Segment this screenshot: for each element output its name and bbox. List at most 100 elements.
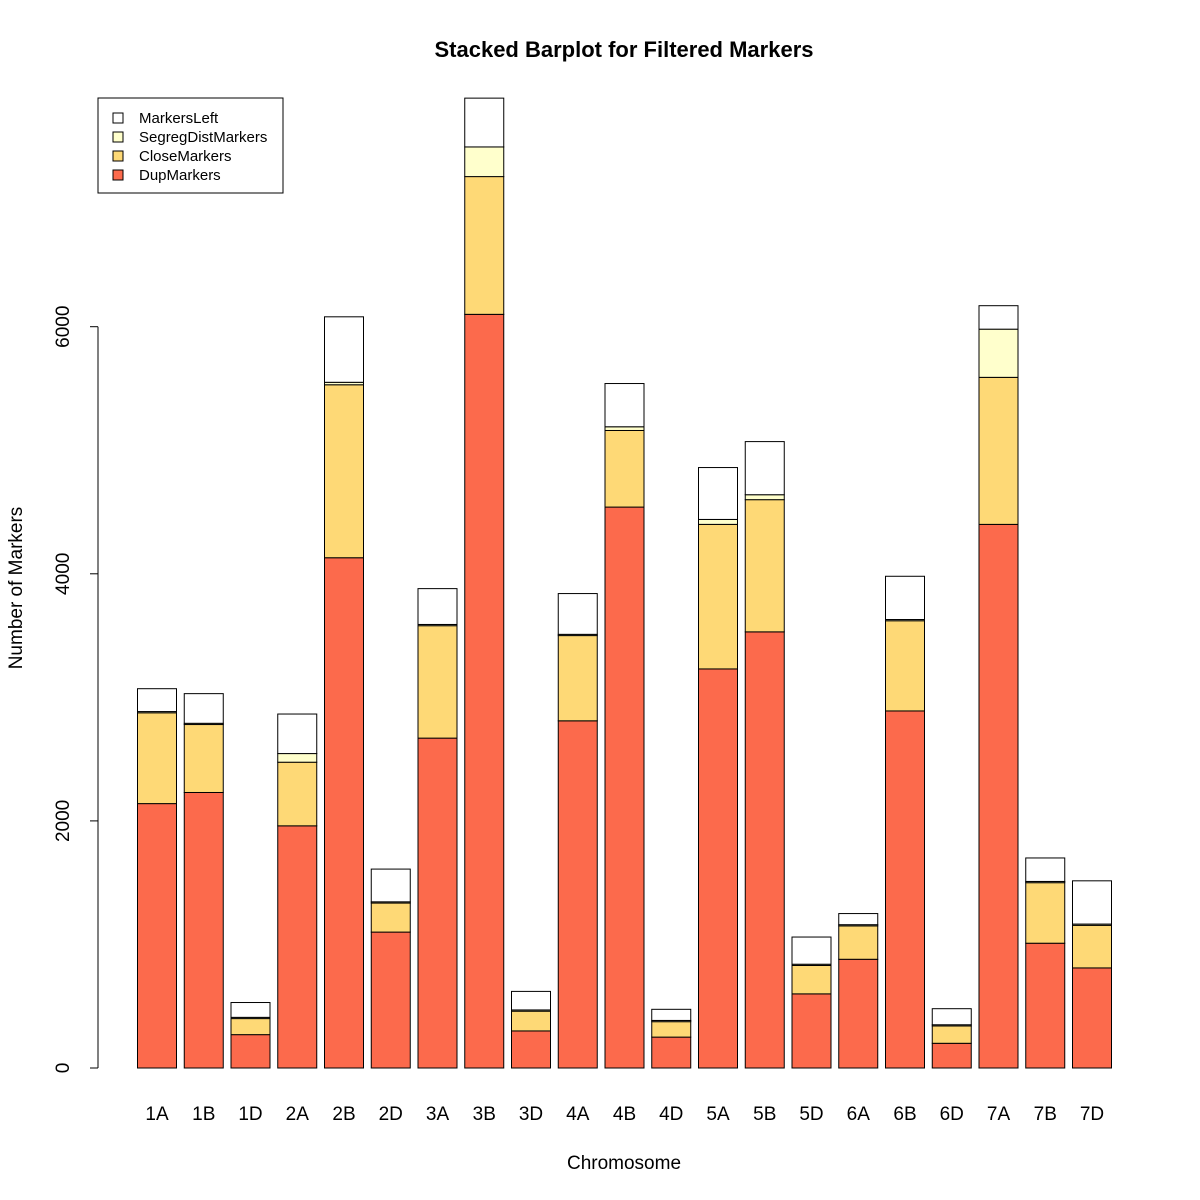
x-tick-label-7A: 7A [987, 1104, 1011, 1125]
legend-box [97, 97, 284, 194]
bar-stack-6A [838, 913, 879, 1069]
bar-5A-DupMarkers [698, 668, 738, 1069]
bar-7A-CloseMarkers [978, 376, 1019, 525]
x-tick-label-6D: 6D [940, 1104, 964, 1125]
x-axis-label: Chromosome [567, 1153, 681, 1174]
bar-5B-SegregDistMarkers [744, 494, 785, 501]
legend-swatch-CloseMarkers [112, 150, 124, 162]
chart-title: Stacked Barplot for Filtered Markers [434, 37, 813, 62]
bar-3A-CloseMarkers [417, 625, 458, 739]
y-axis-tick-label: 6000 [53, 306, 74, 348]
bar-1B-CloseMarkers [183, 724, 224, 793]
legend-label-DupMarkers: DupMarkers [139, 167, 221, 184]
bar-1A-MarkersLeft [137, 688, 177, 713]
bar-4B-CloseMarkers [604, 429, 645, 508]
x-tick-label-2D: 2D [379, 1104, 403, 1125]
bar-3B-DupMarkers [464, 313, 505, 1069]
x-tick-label-1A: 1A [145, 1104, 169, 1125]
bar-4D-MarkersLeft [651, 1008, 692, 1021]
bar-2A-SegregDistMarkers [277, 753, 318, 763]
bar-stack-7D [1072, 880, 1112, 1069]
bar-5B-CloseMarkers [744, 499, 785, 633]
bar-6D-MarkersLeft [931, 1008, 972, 1026]
bar-4A-CloseMarkers [557, 635, 598, 722]
bar-3B-SegregDistMarkers [464, 146, 505, 178]
bar-5A-MarkersLeft [698, 467, 738, 520]
bar-3A-MarkersLeft [417, 588, 458, 625]
x-tick-label-3D: 3D [519, 1104, 543, 1125]
bar-1D-MarkersLeft [230, 1002, 271, 1018]
bar-5A-CloseMarkers [698, 523, 738, 670]
x-tick-label-6A: 6A [847, 1104, 871, 1125]
bar-2A-DupMarkers [277, 825, 318, 1069]
legend: MarkersLeft SegregDistMarkers CloseMarkers… [97, 97, 284, 194]
bar-2D-DupMarkers [370, 931, 411, 1069]
bar-5B-DupMarkers [744, 631, 785, 1069]
y-axis-tick-label: 2000 [53, 800, 74, 842]
bar-6A-MarkersLeft [838, 913, 879, 926]
legend-label-CloseMarkers: CloseMarkers [139, 148, 232, 165]
bar-6D-CloseMarkers [931, 1025, 972, 1044]
bar-5D-DupMarkers [791, 993, 832, 1069]
bar-5B-MarkersLeft [744, 441, 785, 496]
bars [137, 97, 1112, 1069]
bar-5D-CloseMarkers [791, 964, 832, 995]
bar-6A-DupMarkers [838, 958, 879, 1069]
bar-stack-6D [931, 1008, 972, 1069]
bar-stack-2B [324, 316, 364, 1069]
x-tick-label-4B: 4B [613, 1104, 636, 1125]
x-tick-label-7D: 7D [1080, 1104, 1104, 1125]
legend-swatch-SegregDistMarkers [112, 131, 124, 143]
x-tick-label-2B: 2B [332, 1104, 355, 1125]
bar-7A-SegregDistMarkers [978, 328, 1019, 378]
x-tick-label-5D: 5D [799, 1104, 823, 1125]
x-tick-label-5B: 5B [753, 1104, 776, 1125]
bar-3B-MarkersLeft [464, 97, 505, 148]
x-tick-label-6B: 6B [893, 1104, 916, 1125]
bar-2D-MarkersLeft [370, 868, 411, 903]
bar-4B-MarkersLeft [604, 383, 645, 428]
bar-4A-MarkersLeft [557, 593, 598, 635]
bar-stack-1D [230, 1002, 271, 1069]
bar-5A-SegregDistMarkers [698, 518, 738, 525]
bar-1B-DupMarkers [183, 791, 224, 1069]
bar-7B-DupMarkers [1025, 942, 1066, 1069]
bar-4A-DupMarkers [557, 720, 598, 1069]
bar-5D-MarkersLeft [791, 936, 832, 965]
bar-1A-CloseMarkers [137, 712, 177, 805]
bar-3D-DupMarkers [511, 1030, 551, 1069]
bar-stack-4D [651, 1008, 692, 1069]
bar-7D-MarkersLeft [1072, 880, 1112, 925]
bar-stack-5D [791, 936, 832, 1069]
bar-1D-CloseMarkers [230, 1018, 271, 1036]
bar-stack-3B [464, 97, 505, 1069]
y-axis-tick-label: 0 [53, 1063, 74, 1074]
bar-3D-CloseMarkers [511, 1010, 551, 1032]
bar-2B-DupMarkers [324, 557, 364, 1069]
bar-7A-MarkersLeft [978, 305, 1019, 330]
bar-stack-5B [744, 441, 785, 1069]
y-axis-label: Number of Markers [6, 507, 27, 670]
bar-3D-MarkersLeft [511, 990, 551, 1011]
bar-3A-DupMarkers [417, 737, 458, 1069]
bar-7B-CloseMarkers [1025, 882, 1066, 944]
x-tick-label-3A: 3A [426, 1104, 450, 1125]
bar-2D-CloseMarkers [370, 902, 411, 933]
y-axis: 0 2000 4000 6000 [53, 306, 99, 1074]
bar-7A-DupMarkers [978, 523, 1019, 1069]
bar-stack-2D [370, 868, 411, 1069]
bar-2B-CloseMarkers [324, 384, 364, 559]
bar-6D-DupMarkers [931, 1042, 972, 1069]
y-axis-tick-label: 4000 [53, 553, 74, 595]
bar-7B-MarkersLeft [1025, 857, 1066, 882]
bar-6B-CloseMarkers [885, 620, 925, 712]
x-tick-label-3B: 3B [473, 1104, 496, 1125]
bar-7D-CloseMarkers [1072, 924, 1112, 969]
bar-stack-3D [511, 990, 551, 1069]
bar-stack-4A [557, 593, 598, 1069]
bar-6B-DupMarkers [885, 710, 925, 1069]
x-tick-label-5A: 5A [706, 1104, 730, 1125]
bar-stack-3A [417, 588, 458, 1069]
legend-label-SegregDistMarkers: SegregDistMarkers [139, 129, 267, 146]
